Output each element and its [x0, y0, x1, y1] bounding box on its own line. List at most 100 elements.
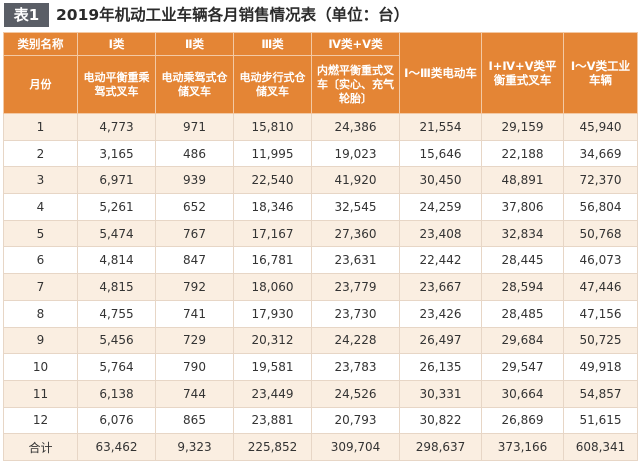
class-3-cell: 16,781	[233, 246, 312, 275]
class-1-5-cell: 45,940	[563, 113, 638, 141]
month-cell: 10	[3, 353, 78, 381]
class-1-4-5-cell: 28,594	[481, 273, 564, 301]
month-cell: 11	[3, 379, 78, 408]
class-2-cell: 744	[155, 379, 234, 408]
header-category-name: 类别名称	[3, 32, 78, 56]
total-class-2-cell: 9,323	[155, 433, 234, 461]
table-row: 12 6,076 865 23,881 20,793 30,822 26,869 51,615	[3, 406, 638, 435]
class-1-5-cell: 49,918	[563, 353, 638, 381]
class-3-cell: 17,167	[233, 219, 312, 248]
class-2-cell: 847	[155, 246, 234, 275]
class-1-3-cell: 30,450	[399, 166, 482, 195]
class-1-cell: 4,773	[77, 113, 156, 141]
month-cell: 4	[3, 193, 78, 221]
header-desc-class-3: 电动步行式仓储叉车	[233, 55, 312, 114]
class-4-5-cell: 32,545	[311, 193, 400, 221]
table-row: 8 4,755 741 17,930 23,730 23,426 28,485 47,156	[3, 299, 638, 328]
class-1-cell: 5,764	[77, 353, 156, 381]
total-class-1-5-cell: 608,341	[563, 433, 638, 461]
class-1-3-cell: 23,426	[399, 299, 482, 328]
class-2-cell: 486	[155, 139, 234, 168]
class-1-4-5-cell: 32,834	[481, 219, 564, 248]
header-desc-class-1: 电动平衡重乘驾式叉车	[77, 55, 156, 114]
total-class-3-cell: 225,852	[233, 433, 312, 461]
class-1-3-cell: 15,646	[399, 139, 482, 168]
class-1-4-5-cell: 48,891	[481, 166, 564, 195]
class-4-5-cell: 20,793	[311, 406, 400, 435]
table-tag: 表1	[4, 3, 49, 27]
total-class-1-cell: 63,462	[77, 433, 156, 461]
class-4-5-cell: 24,386	[311, 113, 400, 141]
table-row: 7 4,815 792 18,060 23,779 23,667 28,594 47,446	[3, 273, 638, 301]
class-3-cell: 20,312	[233, 326, 312, 355]
class-1-5-cell: 46,073	[563, 246, 638, 275]
class-3-cell: 22,540	[233, 166, 312, 195]
table-title: 2019年机动工业车辆各月销售情况表（单位：台）	[56, 6, 410, 24]
table-row: 6 4,814 847 16,781 23,631 22,442 28,445 46,073	[3, 246, 638, 275]
class-1-3-cell: 30,331	[399, 379, 482, 408]
class-4-5-cell: 24,228	[311, 326, 400, 355]
month-cell: 8	[3, 299, 78, 328]
table-header: 类别名称 Ⅰ类 Ⅱ类 Ⅲ类 Ⅳ类+Ⅴ类 Ⅰ～Ⅲ类电动车 Ⅰ+Ⅳ+Ⅴ类平衡重式叉车…	[3, 32, 638, 114]
month-cell: 12	[3, 406, 78, 435]
table-row: 2 3,165 486 11,995 19,023 15,646 22,188 34,669	[3, 139, 638, 168]
total-class-1-3-cell: 298,637	[399, 433, 482, 461]
class-1-4-5-cell: 26,869	[481, 406, 564, 435]
class-3-cell: 15,810	[233, 113, 312, 141]
month-cell: 9	[3, 326, 78, 355]
class-1-3-cell: 24,259	[399, 193, 482, 221]
class-4-5-cell: 19,023	[311, 139, 400, 168]
header-class-1: Ⅰ类	[77, 32, 156, 56]
class-1-5-cell: 56,804	[563, 193, 638, 221]
class-1-3-cell: 26,135	[399, 353, 482, 381]
class-2-cell: 865	[155, 406, 234, 435]
class-2-cell: 767	[155, 219, 234, 248]
class-1-4-5-cell: 22,188	[481, 139, 564, 168]
table-row: 3 6,971 939 22,540 41,920 30,450 48,891 72,370	[3, 166, 638, 195]
class-1-4-5-cell: 28,485	[481, 299, 564, 328]
table-row: 5 5,474 767 17,167 27,360 23,408 32,834 50,768	[3, 219, 638, 248]
table-row: 10 5,764 790 19,581 23,783 26,135 29,547 49,918	[3, 353, 638, 381]
table-body: 1 4,773 971 15,810 24,386 21,554 29,159 45,940 2…	[3, 113, 638, 461]
class-4-5-cell: 41,920	[311, 166, 400, 195]
class-1-5-cell: 72,370	[563, 166, 638, 195]
class-1-3-cell: 26,497	[399, 326, 482, 355]
class-1-cell: 4,755	[77, 299, 156, 328]
class-1-5-cell: 50,725	[563, 326, 638, 355]
class-3-cell: 17,930	[233, 299, 312, 328]
class-1-3-cell: 22,442	[399, 246, 482, 275]
class-1-cell: 5,261	[77, 193, 156, 221]
header-class-3: Ⅲ类	[233, 32, 312, 56]
class-2-cell: 971	[155, 113, 234, 141]
class-3-cell: 18,346	[233, 193, 312, 221]
month-cell: 3	[3, 166, 78, 195]
class-3-cell: 23,881	[233, 406, 312, 435]
class-3-cell: 23,449	[233, 379, 312, 408]
total-class-4-5-cell: 309,704	[311, 433, 400, 461]
header-class-4-5: Ⅳ类+Ⅴ类	[311, 32, 400, 56]
month-cell: 5	[3, 219, 78, 248]
class-4-5-cell: 23,631	[311, 246, 400, 275]
class-1-cell: 6,138	[77, 379, 156, 408]
header-row-descriptions: 月份 电动平衡重乘驾式叉车 电动乘驾式仓储叉车 电动步行式仓储叉车 内燃平衡重式…	[3, 55, 638, 114]
total-class-1-4-5-cell: 373,166	[481, 433, 564, 461]
class-1-5-cell: 54,857	[563, 379, 638, 408]
title-bar: 表1 2019年机动工业车辆各月销售情况表（单位：台）	[0, 0, 640, 30]
class-4-5-cell: 23,779	[311, 273, 400, 301]
class-1-5-cell: 47,156	[563, 299, 638, 328]
class-4-5-cell: 23,730	[311, 299, 400, 328]
header-class-2: Ⅱ类	[155, 32, 234, 56]
class-1-cell: 3,165	[77, 139, 156, 168]
class-1-5-cell: 34,669	[563, 139, 638, 168]
table-row: 9 5,456 729 20,312 24,228 26,497 29,684 50,725	[3, 326, 638, 355]
header-class-1-5-total: Ⅰ～Ⅴ类工业车辆	[563, 32, 638, 114]
header-class-1-4-5-counterbalance: Ⅰ+Ⅳ+Ⅴ类平衡重式叉车	[481, 32, 564, 114]
month-cell: 6	[3, 246, 78, 275]
class-1-cell: 4,814	[77, 246, 156, 275]
class-3-cell: 11,995	[233, 139, 312, 168]
total-row: 合计 63,462 9,323 225,852 309,704 298,637 373,16…	[3, 433, 638, 461]
class-2-cell: 790	[155, 353, 234, 381]
class-1-3-cell: 30,822	[399, 406, 482, 435]
class-1-4-5-cell: 37,806	[481, 193, 564, 221]
class-2-cell: 729	[155, 326, 234, 355]
